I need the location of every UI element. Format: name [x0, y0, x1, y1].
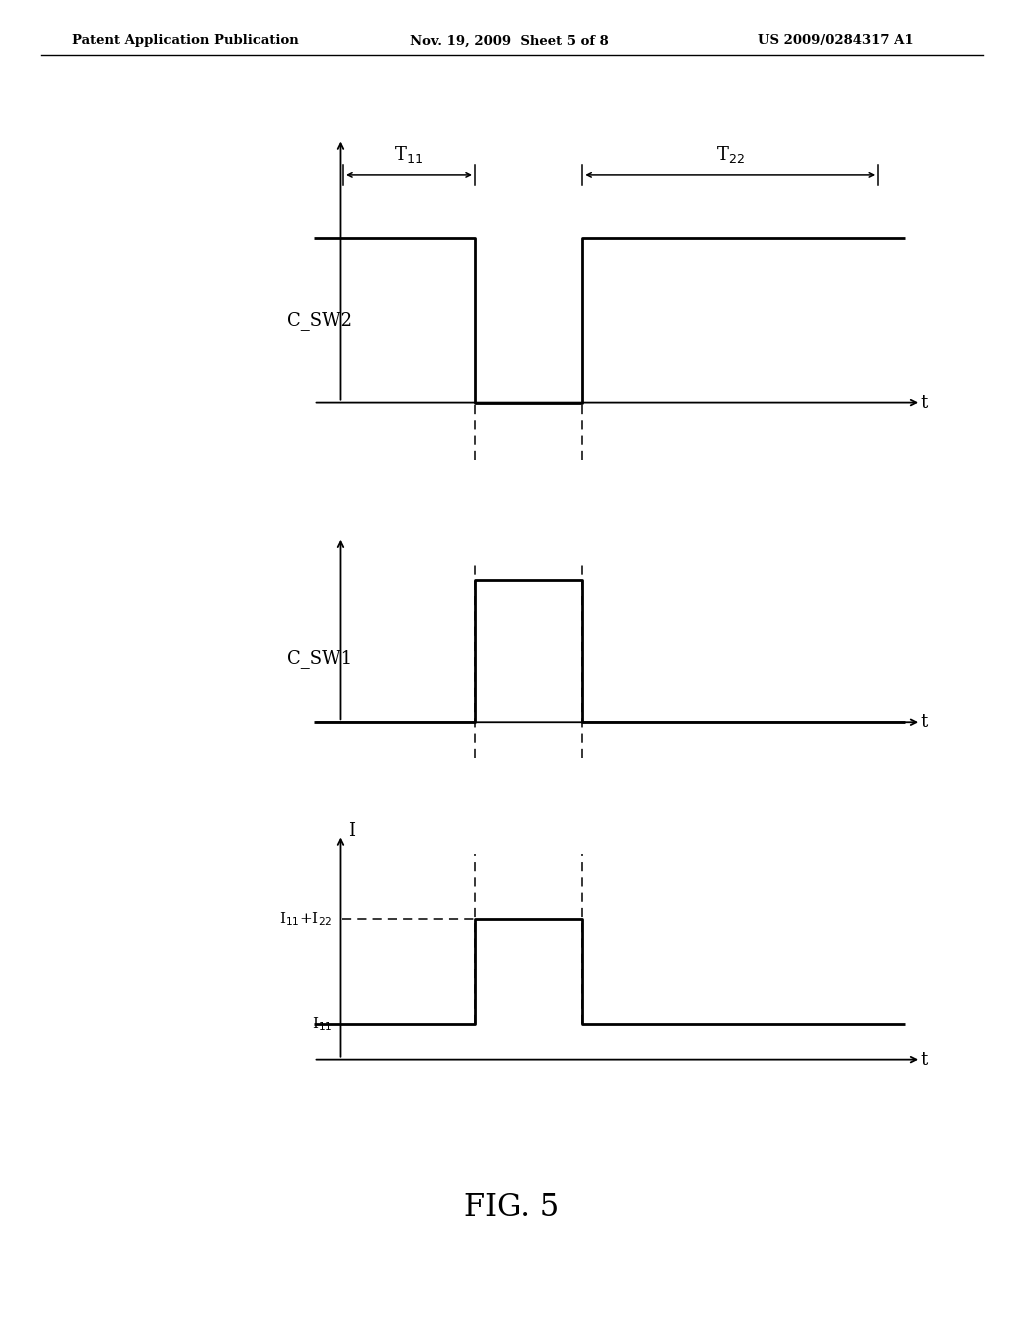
- Text: US 2009/0284317 A1: US 2009/0284317 A1: [758, 34, 913, 48]
- Text: Nov. 19, 2009  Sheet 5 of 8: Nov. 19, 2009 Sheet 5 of 8: [410, 34, 608, 48]
- Text: T$_{22}$: T$_{22}$: [716, 144, 744, 165]
- Text: t: t: [921, 713, 928, 731]
- Text: C_SW1: C_SW1: [287, 648, 352, 668]
- Text: I$_{11}$: I$_{11}$: [311, 1015, 333, 1034]
- Text: I: I: [348, 821, 355, 840]
- Text: t: t: [921, 1051, 928, 1069]
- Text: Patent Application Publication: Patent Application Publication: [72, 34, 298, 48]
- Text: I$_{11}$+I$_{22}$: I$_{11}$+I$_{22}$: [279, 909, 333, 928]
- Text: t: t: [921, 393, 928, 412]
- Text: C_SW2: C_SW2: [287, 310, 351, 330]
- Text: T$_{11}$: T$_{11}$: [394, 144, 424, 165]
- Text: FIG. 5: FIG. 5: [464, 1192, 560, 1224]
